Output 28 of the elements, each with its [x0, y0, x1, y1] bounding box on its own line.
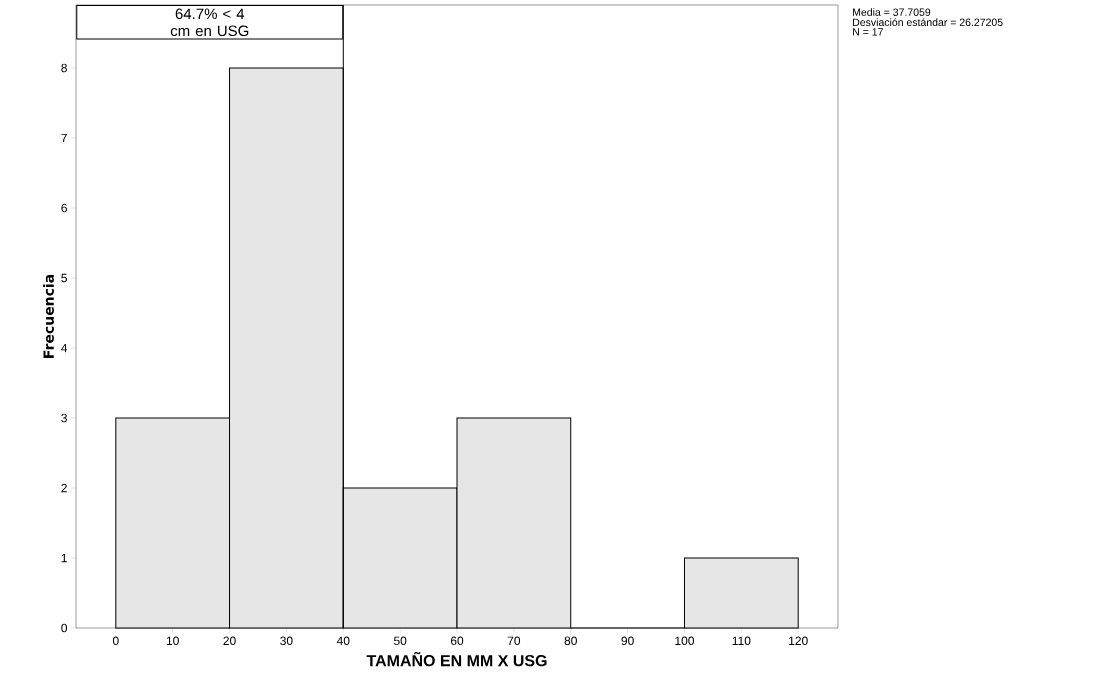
x-tick-label: 40 — [336, 636, 350, 646]
y-tick-label: 4 — [61, 343, 68, 353]
x-tick-label: 30 — [280, 636, 293, 646]
y-tick-label: 5 — [61, 273, 67, 283]
y-tick-label: 2 — [61, 483, 67, 493]
text: N = 17 — [853, 28, 883, 36]
x-tick-label: 120 — [789, 636, 808, 646]
x-tick-label: 50 — [393, 636, 407, 646]
x-tick-label: 90 — [621, 636, 634, 646]
y-tick-label: 6 — [61, 203, 67, 213]
x-tick-label: 100 — [675, 636, 695, 646]
ref-line-label: 64.7% < 4 cm en USG — [170, 8, 249, 37]
x-tick-label: 10 — [166, 636, 179, 646]
x-tick-label: 110 — [732, 636, 751, 646]
x-tick-label: 80 — [564, 636, 577, 646]
y-tick-label: 8 — [61, 63, 67, 73]
x-tick-label: 0 — [112, 636, 119, 646]
y-axis-title: Frecuencia — [43, 274, 54, 358]
y-tick-label: 1 — [61, 553, 67, 563]
y-tick-label: 3 — [61, 413, 67, 423]
x-tick-label: 60 — [450, 636, 464, 646]
x-axis-title: TAMAÑO EN MM X USG — [366, 651, 547, 667]
y-tick-label: 7 — [61, 133, 67, 143]
y-tick-label: 0 — [61, 623, 68, 633]
text: Desviación estándar = 26.27205 — [853, 18, 1003, 27]
x-tick-label: 20 — [223, 636, 236, 646]
x-tick-label: 70 — [507, 636, 521, 646]
text: Media = 37.7059 — [853, 8, 931, 16]
